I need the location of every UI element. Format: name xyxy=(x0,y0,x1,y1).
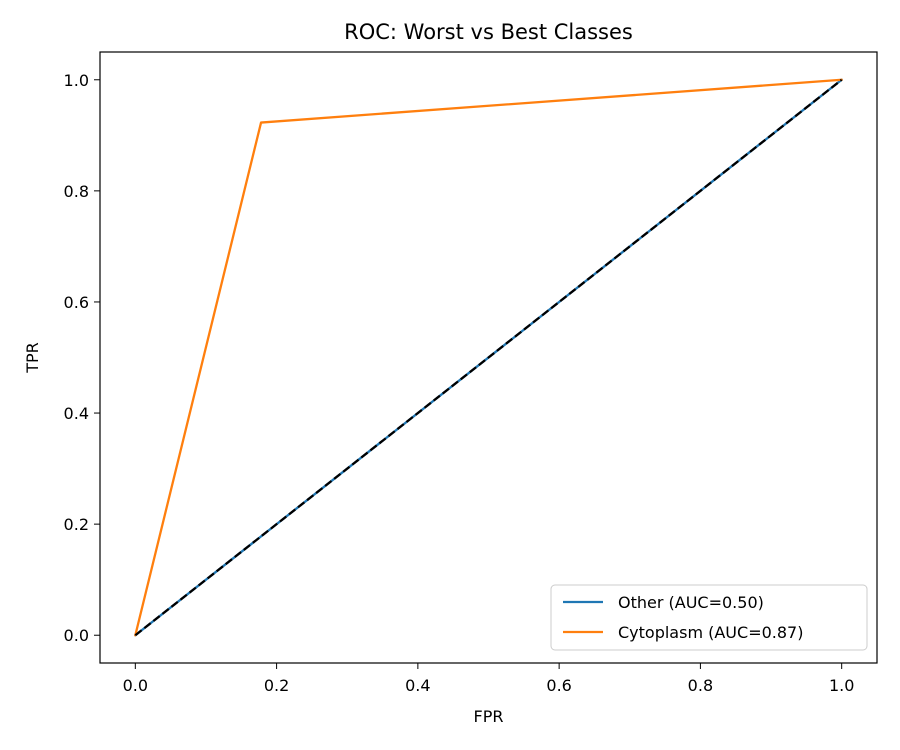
y-axis-label: TPR xyxy=(23,342,42,374)
x-tick-label: 0.6 xyxy=(546,676,571,695)
legend-label-1: Cytoplasm (AUC=0.87) xyxy=(618,623,803,642)
diagonal-reference-line xyxy=(134,78,843,637)
y-tick-label: 0.2 xyxy=(64,515,89,534)
y-tick-label: 0.6 xyxy=(64,293,89,312)
series-line-1 xyxy=(134,78,843,637)
x-tick-label: 0.8 xyxy=(688,676,713,695)
legend-label-0: Other (AUC=0.50) xyxy=(618,593,764,612)
x-axis-label: FPR xyxy=(474,707,504,726)
y-tick-label: 1.0 xyxy=(64,71,89,90)
x-axis-ticks: 0.0 0.2 0.4 0.6 0.8 1.0 xyxy=(123,663,854,695)
y-tick-label: 0.8 xyxy=(64,182,89,201)
y-axis-ticks: 0.0 0.2 0.4 0.6 0.8 1.0 xyxy=(64,71,100,645)
x-tick-label: 1.0 xyxy=(829,676,854,695)
x-tick-label: 0.2 xyxy=(264,676,289,695)
series-lines xyxy=(134,78,843,637)
y-tick-label: 0.4 xyxy=(64,404,89,423)
legend: Other (AUC=0.50) Cytoplasm (AUC=0.87) xyxy=(550,584,868,651)
chart-title: ROC: Worst vs Best Classes xyxy=(344,20,633,44)
x-tick-label: 0.0 xyxy=(123,676,148,695)
x-tick-label: 0.4 xyxy=(405,676,430,695)
plot-area: 0.0 0.2 0.4 0.6 0.8 1.0 0.0 0.2 0.4 0.6 0.8 1.0 xyxy=(64,51,878,695)
legend-box xyxy=(550,584,868,651)
y-tick-label: 0.0 xyxy=(64,626,89,645)
